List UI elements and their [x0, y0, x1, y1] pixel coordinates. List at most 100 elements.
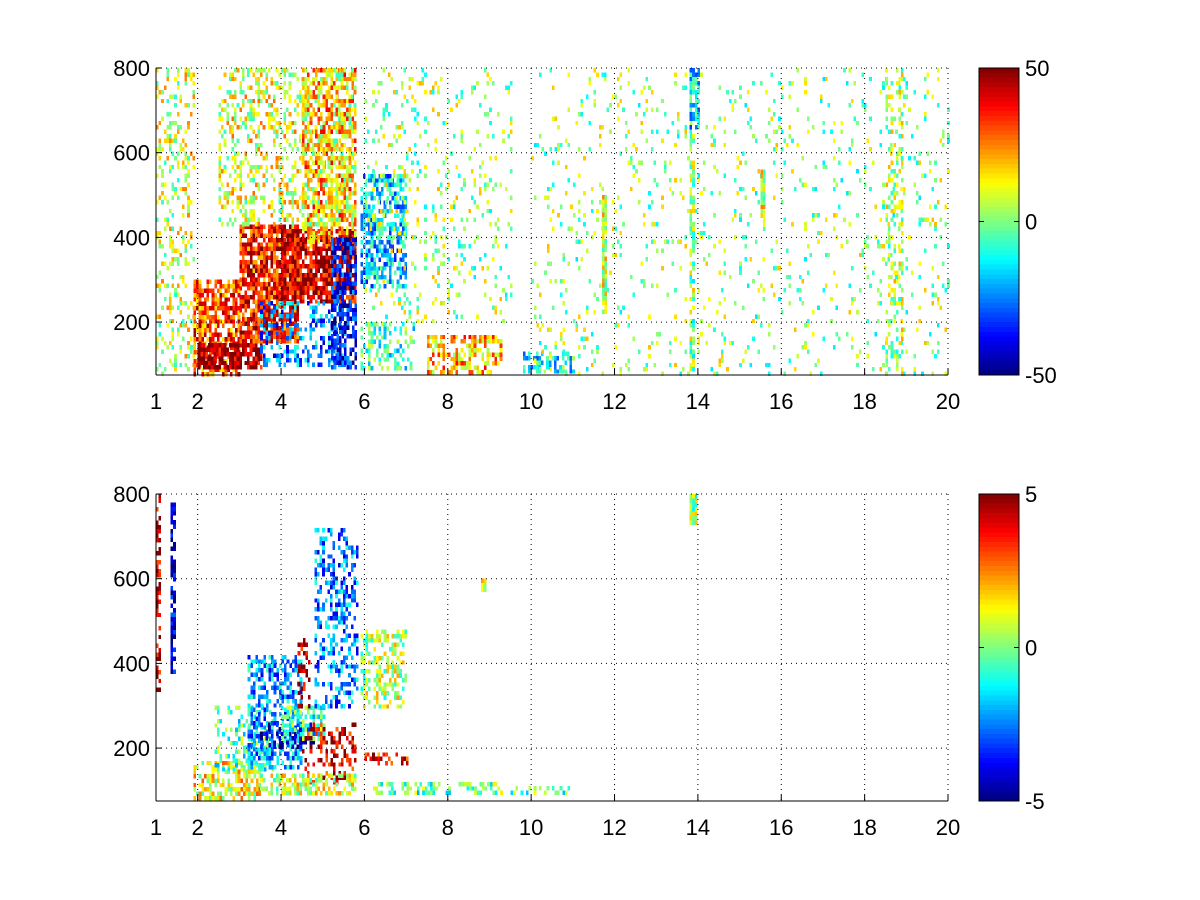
heatmap-cell: [539, 314, 542, 319]
heatmap-cell: [244, 303, 248, 309]
heatmap-cell: [198, 323, 202, 329]
heatmap-cell: [375, 322, 379, 327]
heatmap-cell: [354, 268, 358, 273]
heatmap-cell: [484, 343, 487, 348]
heatmap-cell: [236, 352, 240, 357]
heatmap-cell: [778, 81, 781, 86]
heatmap-cell: [434, 81, 438, 86]
heatmap-cell: [504, 186, 508, 192]
heatmap-cell: [280, 85, 284, 90]
heatmap-cell: [322, 68, 326, 73]
heatmap-cell: [591, 362, 594, 368]
heatmap-cell: [393, 222, 396, 227]
heatmap-cell: [713, 142, 716, 148]
heatmap-cell: [354, 281, 358, 286]
heatmap-cell: [325, 204, 328, 209]
heatmap-cell: [182, 186, 185, 192]
heatmap-cell: [674, 178, 677, 183]
heatmap-cell: [176, 257, 180, 262]
heatmap-cell: [156, 367, 159, 372]
heatmap-cell: [336, 334, 339, 339]
heatmap-cell: [291, 331, 294, 337]
heatmap-cell: [213, 365, 216, 370]
heatmap-cell: [249, 365, 253, 370]
heatmap-cell: [270, 112, 274, 117]
heatmap-cell: [268, 255, 271, 260]
heatmap-cell: [378, 231, 382, 236]
heatmap-cell: [583, 327, 586, 332]
heatmap-cell: [835, 182, 838, 187]
heatmap-cell: [897, 81, 901, 86]
heatmap-cell: [552, 116, 555, 121]
heatmap-cell: [270, 255, 274, 260]
heatmap-cell: [223, 138, 227, 143]
heatmap-cell: [760, 323, 763, 328]
heatmap-cell: [163, 340, 167, 346]
heatmap-cell: [307, 226, 310, 231]
heatmap-cell: [234, 107, 237, 112]
heatmap-cell: [265, 273, 268, 278]
heatmap-cell: [206, 310, 210, 315]
heatmap-cell: [801, 279, 805, 284]
heatmap-cell: [455, 361, 459, 366]
heatmap-cell: [281, 277, 284, 282]
heatmap-cell: [234, 352, 237, 357]
heatmap-cell: [262, 246, 266, 252]
heatmap-cell: [432, 334, 435, 340]
heatmap-cell: [353, 112, 357, 117]
heatmap-cell: [203, 323, 207, 329]
heatmap-cell: [432, 208, 435, 214]
heatmap-cell: [242, 281, 245, 287]
heatmap-cell: [166, 217, 169, 222]
heatmap-cell: [286, 281, 289, 287]
heatmap-cell: [202, 365, 206, 370]
heatmap-cell: [317, 250, 321, 256]
heatmap-cell: [825, 76, 828, 82]
heatmap-cell: [343, 173, 346, 178]
heatmap-cell: [236, 343, 240, 348]
heatmap-cell: [216, 323, 220, 329]
heatmap-cell: [403, 217, 406, 222]
heatmap-cell: [314, 277, 318, 282]
heatmap-cell: [353, 213, 357, 218]
heatmap-cell: [296, 294, 300, 300]
heatmap-cell: [887, 222, 890, 227]
heatmap-cell: [382, 134, 386, 139]
heatmap-cell: [796, 68, 799, 73]
heatmap-cell: [481, 160, 484, 165]
heatmap-cell: [835, 305, 838, 310]
heatmap-cell: [499, 352, 503, 357]
heatmap-cell: [260, 98, 263, 104]
heatmap-cell: [632, 292, 636, 297]
heatmap-cell: [507, 222, 510, 227]
heatmap-cell: [360, 226, 363, 232]
heatmap-cell: [370, 330, 374, 336]
heatmap-cell: [275, 129, 279, 134]
heatmap-cell: [619, 252, 623, 258]
heatmap-cell: [280, 156, 284, 161]
heatmap-cell: [322, 264, 326, 269]
heatmap-cell: [861, 98, 864, 104]
heatmap-cell: [473, 217, 477, 222]
heatmap-cell: [536, 142, 539, 148]
heatmap-cell: [161, 116, 164, 121]
heatmap-cell: [851, 345, 854, 350]
heatmap-cell: [473, 334, 477, 340]
heatmap-cell: [697, 288, 701, 293]
heatmap-cell: [401, 348, 405, 353]
heatmap-cell: [489, 296, 492, 302]
heatmap-cell: [411, 235, 414, 240]
heatmap-cell: [333, 272, 337, 277]
heatmap-cell: [478, 339, 482, 344]
heatmap-cell: [380, 266, 383, 271]
heatmap-cell: [723, 314, 727, 319]
heatmap-cell: [460, 94, 464, 99]
heatmap-cell: [283, 182, 287, 187]
heatmap-cell: [452, 134, 456, 139]
heatmap-cell: [254, 343, 258, 348]
heatmap-cell: [327, 156, 331, 161]
heatmap-cell: [364, 116, 367, 121]
heatmap-cell: [879, 279, 883, 284]
heatmap-cell: [346, 303, 350, 308]
heatmap-cell: [391, 283, 395, 289]
